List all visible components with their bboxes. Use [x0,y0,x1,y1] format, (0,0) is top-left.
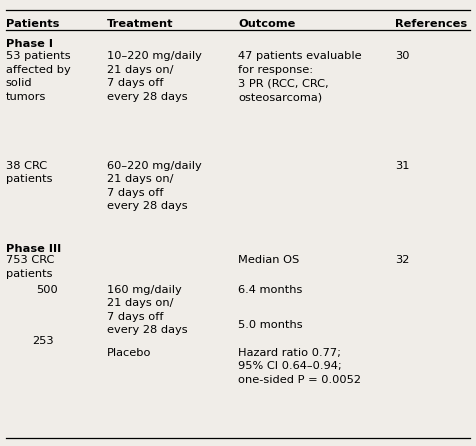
Text: 253: 253 [32,336,54,346]
Text: 30: 30 [395,51,409,61]
Text: 500: 500 [36,285,58,294]
Text: 31: 31 [395,161,409,170]
Text: Treatment: Treatment [107,19,174,29]
Text: 53 patients
affected by
solid
tumors: 53 patients affected by solid tumors [6,51,70,102]
Text: 753 CRC
patients: 753 CRC patients [6,255,54,279]
Text: 5.0 months: 5.0 months [238,320,303,330]
Text: Phase I: Phase I [6,39,53,49]
Text: Phase III: Phase III [6,244,61,254]
Text: Placebo: Placebo [107,348,151,358]
Text: Patients: Patients [6,19,59,29]
Text: 47 patients evaluable
for response:
3 PR (RCC, CRC,
osteosarcoma): 47 patients evaluable for response: 3 PR… [238,51,362,102]
Text: 32: 32 [395,255,409,265]
Text: Hazard ratio 0.77;
95% CI 0.64–0.94;
one-sided P = 0.0052: Hazard ratio 0.77; 95% CI 0.64–0.94; one… [238,348,361,385]
Text: Median OS: Median OS [238,255,299,265]
Text: 38 CRC
patients: 38 CRC patients [6,161,52,184]
Text: 160 mg/daily
21 days on/
7 days off
every 28 days: 160 mg/daily 21 days on/ 7 days off ever… [107,285,188,335]
Text: Outcome: Outcome [238,19,296,29]
Text: References: References [395,19,467,29]
Text: 10–220 mg/daily
21 days on/
7 days off
every 28 days: 10–220 mg/daily 21 days on/ 7 days off e… [107,51,202,102]
Text: 6.4 months: 6.4 months [238,285,302,294]
Text: 60–220 mg/daily
21 days on/
7 days off
every 28 days: 60–220 mg/daily 21 days on/ 7 days off e… [107,161,202,211]
